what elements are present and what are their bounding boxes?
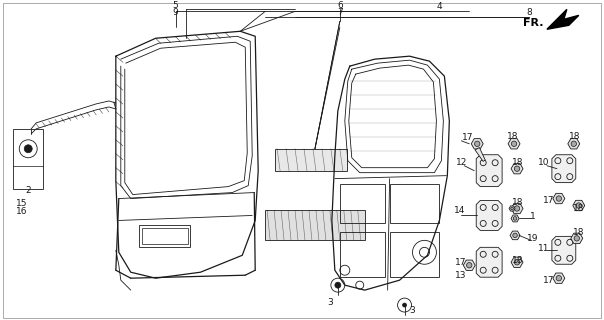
Polygon shape (476, 247, 502, 277)
Text: 18: 18 (512, 158, 524, 167)
Polygon shape (511, 215, 519, 222)
Polygon shape (510, 231, 520, 240)
Polygon shape (552, 236, 576, 264)
Text: 8: 8 (526, 8, 532, 17)
Text: FR.: FR. (524, 18, 544, 28)
Text: 18: 18 (573, 204, 585, 213)
Text: 12: 12 (455, 158, 467, 167)
Text: 11: 11 (538, 244, 550, 253)
Circle shape (335, 282, 341, 288)
Text: 18: 18 (507, 132, 519, 141)
Polygon shape (471, 139, 483, 149)
Bar (340, 232, 385, 277)
Circle shape (576, 203, 582, 208)
Text: 5: 5 (173, 1, 178, 10)
Circle shape (556, 196, 562, 201)
Bar (275, 149, 347, 171)
Circle shape (574, 236, 579, 241)
Text: 10: 10 (538, 158, 550, 167)
Polygon shape (475, 148, 485, 161)
Text: 6: 6 (337, 1, 342, 10)
Text: 3: 3 (327, 298, 333, 307)
Circle shape (515, 206, 519, 211)
Text: 7: 7 (337, 8, 342, 17)
Text: 9: 9 (173, 8, 178, 17)
Circle shape (571, 141, 576, 147)
Text: 13: 13 (455, 271, 466, 280)
Bar (13, 129, 43, 188)
Circle shape (513, 217, 517, 220)
Polygon shape (511, 203, 523, 214)
Text: 17: 17 (461, 133, 473, 142)
Text: 18: 18 (512, 256, 524, 265)
Bar (390, 232, 439, 277)
Text: 19: 19 (527, 234, 539, 243)
Circle shape (466, 262, 472, 268)
Circle shape (24, 145, 32, 153)
Polygon shape (552, 155, 576, 183)
Text: 2: 2 (25, 186, 31, 195)
Bar (390, 184, 439, 223)
Polygon shape (463, 260, 475, 270)
Bar (265, 211, 365, 240)
Polygon shape (476, 201, 502, 230)
Text: 18: 18 (569, 132, 580, 141)
Circle shape (475, 141, 480, 147)
Polygon shape (511, 257, 523, 268)
Bar (340, 184, 385, 223)
Polygon shape (547, 9, 579, 29)
Circle shape (512, 141, 517, 147)
Circle shape (402, 303, 406, 307)
Polygon shape (553, 193, 565, 204)
Text: 18: 18 (573, 228, 585, 237)
Text: 14: 14 (454, 206, 465, 215)
Polygon shape (509, 206, 515, 211)
Polygon shape (511, 164, 523, 174)
Text: 18: 18 (512, 198, 524, 207)
Circle shape (511, 207, 513, 210)
Polygon shape (568, 139, 580, 149)
Bar (142, 228, 187, 244)
Polygon shape (508, 139, 520, 149)
Circle shape (515, 260, 519, 265)
Polygon shape (553, 273, 565, 283)
Circle shape (513, 233, 517, 238)
Text: 1: 1 (530, 212, 536, 221)
Text: 3: 3 (410, 306, 416, 315)
Text: 15: 15 (16, 199, 27, 208)
Bar (139, 225, 190, 247)
Text: 17: 17 (455, 258, 466, 267)
Polygon shape (476, 155, 502, 187)
Text: 17: 17 (543, 276, 554, 285)
Text: 16: 16 (16, 207, 27, 216)
Circle shape (515, 166, 519, 172)
Polygon shape (573, 200, 585, 211)
Text: 17: 17 (543, 196, 554, 205)
Circle shape (556, 276, 562, 281)
Text: 4: 4 (437, 2, 442, 11)
Polygon shape (571, 233, 583, 244)
